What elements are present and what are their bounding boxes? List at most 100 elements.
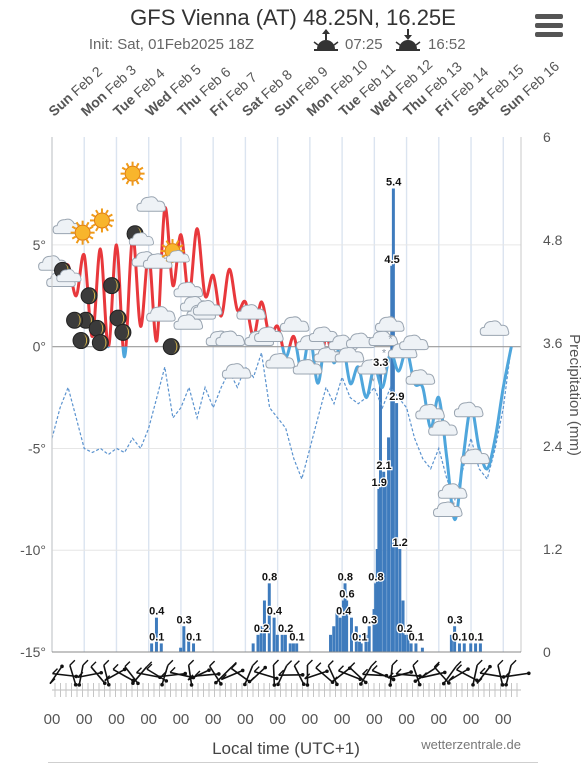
precip-bar xyxy=(273,618,276,652)
sun-ray xyxy=(106,227,108,230)
x-tick-label: 00 xyxy=(430,711,447,728)
x-tick-label: 00 xyxy=(495,711,512,728)
sun-ray xyxy=(109,214,112,216)
sun-ray xyxy=(137,181,139,184)
wind-barb-feather xyxy=(480,668,485,673)
cloud-body xyxy=(222,364,251,379)
cloud-shape xyxy=(266,353,295,368)
sun-shape xyxy=(121,162,145,186)
gridlines xyxy=(52,137,521,652)
init-time: Init: Sat, 01Feb2025 18Z xyxy=(89,36,254,53)
moon-shape xyxy=(73,333,89,349)
cloud-shape xyxy=(147,307,176,322)
wind-barb-feather xyxy=(70,660,75,665)
sun-ray xyxy=(127,181,129,184)
precip-bar xyxy=(479,643,482,652)
cloud-icon xyxy=(147,307,176,322)
cloud-icon xyxy=(400,335,429,350)
wind-barb-feather xyxy=(125,662,130,667)
precip-bar xyxy=(150,643,153,652)
wind-barb-feather xyxy=(316,663,321,668)
precip-bar xyxy=(281,635,284,652)
wind-barb-head xyxy=(243,683,247,687)
temp-tick-label: 5° xyxy=(33,237,46,253)
sun-ray xyxy=(137,163,139,166)
wind-barb xyxy=(306,660,313,687)
precip-value-label: 3.3 xyxy=(373,357,388,369)
moon-shape xyxy=(163,339,179,355)
precip-value-label: 0.1 xyxy=(468,631,483,643)
sun-disc xyxy=(75,225,90,240)
x-tick-label: 00 xyxy=(237,711,254,728)
sun-ray xyxy=(122,178,125,180)
cloud-icon xyxy=(174,282,203,297)
wind-barb-shaft xyxy=(189,665,192,685)
cloud-shape xyxy=(280,317,309,332)
precip-value-label: 1.2 xyxy=(392,537,407,549)
precip-bar xyxy=(398,549,401,652)
precip-value-label: 0.8 xyxy=(338,571,353,583)
cloud-icon xyxy=(222,364,251,379)
wind-barb-head xyxy=(103,681,107,685)
wind-barb-feather xyxy=(287,661,292,666)
cloud-shape xyxy=(454,402,483,417)
wind-barb-head xyxy=(275,677,279,681)
wind-barb xyxy=(70,660,78,686)
wind-barb-head xyxy=(276,683,280,687)
precip-value-label: 0.1 xyxy=(452,631,467,643)
moon-cloud-icon xyxy=(55,262,82,281)
wind-barb-feather xyxy=(294,661,299,666)
wind-barb-feather xyxy=(104,660,109,665)
precip-value-label: 0.1 xyxy=(186,631,201,643)
x-tick-label: 00 xyxy=(44,711,61,728)
precip-value-label: 0.4 xyxy=(267,606,283,618)
wind-barb-feather xyxy=(168,660,173,665)
precip-value-label: 0.1 xyxy=(289,631,304,643)
wind-barb xyxy=(294,661,305,686)
wind-barb-head xyxy=(447,681,451,685)
sun-ray xyxy=(122,168,125,170)
hamburger-menu-icon[interactable] xyxy=(535,14,563,40)
cloud-shape xyxy=(222,364,251,379)
wind-barb-feather xyxy=(253,661,258,666)
wind-barb-head xyxy=(502,675,506,679)
sun-shape xyxy=(90,208,114,232)
wind-barb-feather xyxy=(83,660,88,665)
precip-value-label: 0.6 xyxy=(339,589,354,601)
moon-shape xyxy=(89,320,105,336)
precip-bar xyxy=(410,643,413,652)
moon-shape xyxy=(67,312,83,328)
wind-barb xyxy=(188,668,211,679)
x-tick-label: 00 xyxy=(334,711,351,728)
precip-bar xyxy=(192,643,195,652)
wind-barb-feather xyxy=(210,661,215,666)
wind-barb-head xyxy=(335,683,339,687)
precip-bar xyxy=(458,643,461,652)
precip-bar xyxy=(469,643,472,652)
x-tick-label: 00 xyxy=(463,711,480,728)
x-tick-label: 00 xyxy=(366,711,383,728)
precip-value-label: 5.4 xyxy=(386,177,402,189)
precip-value-label: 0.3 xyxy=(362,614,377,626)
wind-barb-head xyxy=(325,669,329,673)
sun-ray xyxy=(77,240,79,243)
wind-barb-head xyxy=(418,683,422,687)
sun-disc xyxy=(125,166,140,181)
precip-bar xyxy=(463,643,466,652)
wind-barb-feather xyxy=(413,660,418,665)
wind-barb xyxy=(137,668,162,679)
x-tick-label: 00 xyxy=(302,711,319,728)
moon-icon xyxy=(81,288,97,304)
wind-barb-feather xyxy=(254,667,259,672)
moon-icon xyxy=(89,320,105,336)
cloud-shape xyxy=(438,484,467,499)
wind-barb-head xyxy=(214,681,218,685)
cloud-icon xyxy=(137,197,166,212)
precip-bar xyxy=(368,626,371,652)
credit-text[interactable]: wetterzentrale.de xyxy=(420,737,521,752)
precip-tick-label: 6 xyxy=(543,129,551,145)
wind-barb-feather xyxy=(477,660,482,665)
precip-value-label: 1.9 xyxy=(372,477,387,489)
moon-icon xyxy=(163,339,179,355)
